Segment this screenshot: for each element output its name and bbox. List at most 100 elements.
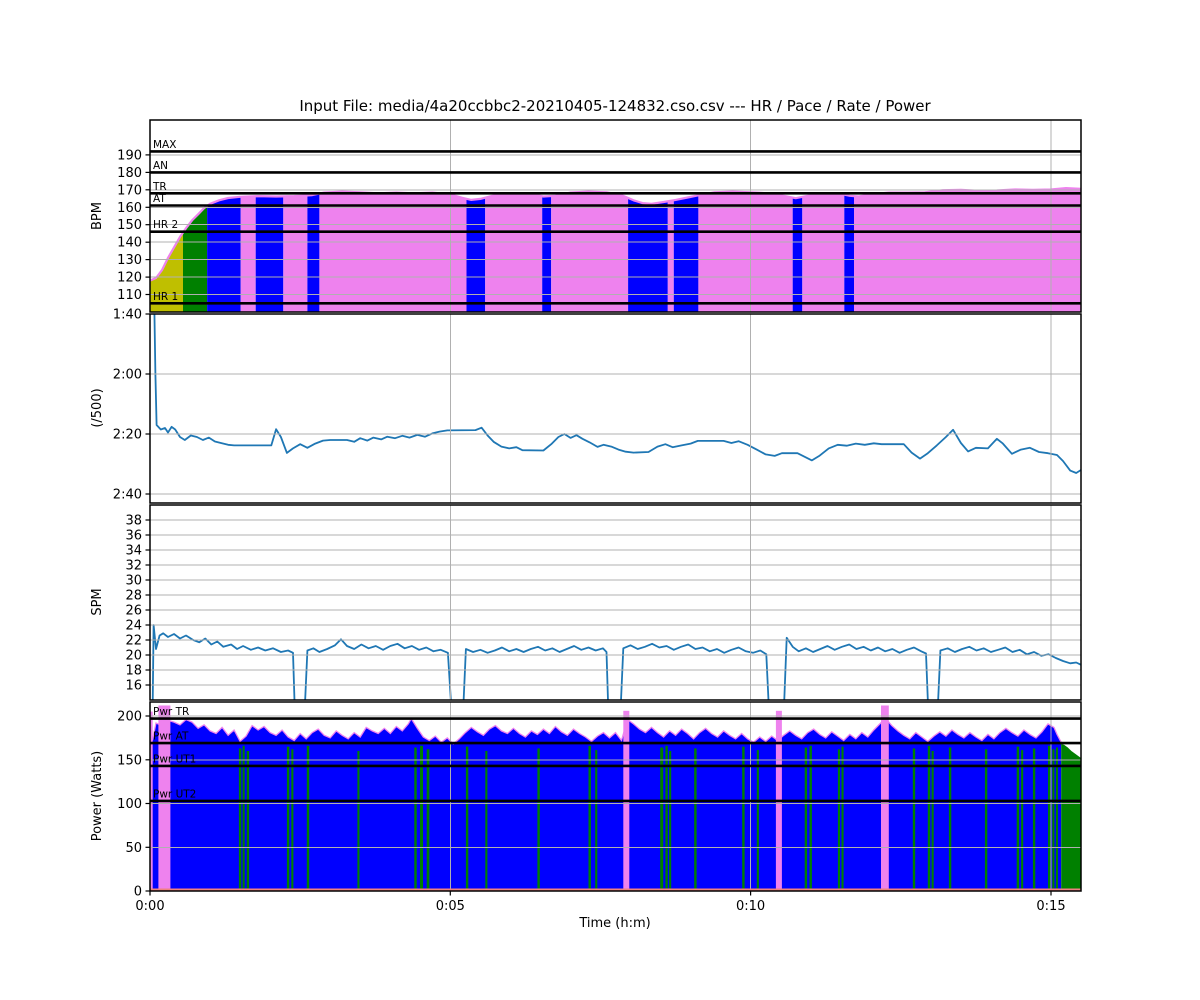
x-axis: 0:00 0:05 0:10 0:15: [135, 891, 1066, 914]
power-axis-label: Power (Watts): [90, 751, 105, 842]
hr-zone-segment-blue: [673, 195, 699, 312]
power-zone-label: Pwr UT2: [153, 788, 196, 800]
power-green-stripe: [242, 745, 245, 891]
power-green-stripe: [1055, 747, 1058, 891]
power-green-stripe: [1052, 749, 1055, 891]
rate-y-tick-label: 32: [125, 559, 142, 574]
x-tick-label: 0:00: [135, 899, 164, 914]
power-area-blue: [152, 718, 1062, 891]
pace-y-tick-label: 2:00: [113, 368, 142, 383]
hr-y-tick-label: 130: [117, 253, 142, 268]
power-green-stripe: [1021, 750, 1024, 891]
power-green-stripe: [837, 749, 840, 891]
power-green-stripe: [1016, 746, 1020, 891]
power-green-stripe: [912, 748, 916, 891]
hr-zone-segment-blue: [628, 197, 668, 312]
rate-series-line: [151, 624, 1081, 700]
pace-axis-label: (/500): [90, 388, 105, 427]
power-green-stripe: [537, 748, 540, 891]
power-green-stripe: [984, 749, 988, 891]
power-y-tick-label: 150: [117, 753, 142, 768]
power-green-stripe: [1032, 748, 1036, 891]
panel-power: Pwr TR Pwr AT Pwr UT1 Pwr UT2 200 150 100 50 0: [117, 701, 1082, 900]
hr-zone-segment-blue: [255, 196, 284, 312]
pace-series-line: [153, 314, 1081, 474]
hr-zone-label: HR 2: [153, 219, 178, 231]
power-green-stripe: [841, 746, 844, 891]
power-profile-line: [151, 717, 1062, 745]
power-green-stripe: [665, 745, 668, 891]
power-plot-area: [150, 705, 1081, 891]
hr-zone-segment-violet: [698, 191, 793, 312]
power-green-stripe: [948, 747, 952, 891]
rate-axis-label: SPM: [90, 588, 105, 615]
rate-gridlines: [150, 505, 1081, 700]
hr-zone-segment-violet: [551, 191, 629, 312]
chart-title: Input File: media/4a20ccbbc2-20210405-12…: [299, 97, 931, 115]
hr-zone-segment-blue: [466, 197, 486, 312]
hr-y-tick-label: 180: [117, 166, 142, 181]
x-tick-label: 0:15: [1036, 899, 1065, 914]
hr-zone-segment-violet: [802, 193, 845, 312]
rate-y-tick-label: 20: [125, 649, 142, 664]
hr-zone-segment-violet: [854, 188, 1081, 312]
hr-y-tick-label: 160: [117, 201, 142, 216]
hr-y-tick-label: 120: [117, 271, 142, 286]
hr-y-tick-label: 190: [117, 148, 142, 163]
power-green-stripe: [485, 751, 488, 891]
rate-y-tick-label: 24: [125, 619, 142, 634]
power-green-stripe: [742, 746, 745, 891]
power-green-stripe: [931, 751, 934, 891]
hr-zone-segment-violet: [240, 196, 256, 312]
power-green-stripe: [588, 745, 591, 891]
hr-zone-segment-blue: [207, 196, 241, 312]
hr-zone-segment-blue: [307, 193, 320, 312]
power-zone-label: Pwr AT: [153, 731, 189, 743]
power-y-tick-label: 200: [117, 710, 142, 725]
power-green-stripe: [927, 745, 931, 891]
power-end-block: [1061, 744, 1081, 891]
rate-y-tick-label: 22: [125, 634, 142, 649]
hr-y-tick-label: 110: [117, 288, 142, 303]
hr-zone-segment-violet: [319, 191, 467, 312]
pace-y-tick-label: 2:40: [113, 488, 142, 503]
rate-y-tick-label: 16: [125, 679, 142, 694]
hr-gridlines: [150, 120, 1081, 312]
power-zone-label: Pwr TR: [153, 706, 189, 718]
power-green-stripe: [465, 746, 469, 891]
hr-zone-segment-blue: [542, 196, 552, 312]
rate-y-tick-label: 28: [125, 589, 142, 604]
power-green-stripe: [809, 745, 812, 891]
power-green-stripe: [804, 747, 808, 891]
pace-y-tick-label: 1:40: [113, 308, 142, 323]
rate-plot-area: [151, 624, 1081, 700]
x-tick-label: 0:10: [736, 899, 765, 914]
panel-pace: 1:40 2:00 2:20 2:40: [113, 308, 1082, 504]
power-border: [149, 701, 1082, 892]
power-green-stripe: [694, 748, 697, 891]
power-green-stripe: [306, 745, 310, 891]
hr-zone-segment-blue: [792, 196, 803, 312]
rate-border: [149, 504, 1082, 701]
power-green-stripe: [238, 748, 242, 891]
power-green-stripe: [414, 747, 417, 891]
rate-y-tick-label: 30: [125, 574, 142, 589]
power-green-stripe: [595, 750, 598, 891]
rate-y-tick-label: 34: [125, 544, 142, 559]
hr-zone-segment-violet: [667, 200, 674, 312]
power-green-stripe: [246, 751, 250, 891]
hr-zone-label: TR: [152, 181, 167, 193]
rate-y-tick-label: 36: [125, 529, 142, 544]
rate-y-tick-label: 38: [125, 514, 142, 529]
hr-y-tick-label: 140: [117, 236, 142, 251]
power-zone-label: Pwr UT1: [153, 753, 196, 765]
pace-border: [149, 313, 1082, 504]
rate-y-tick-label: 18: [125, 664, 142, 679]
power-pink-stripe: [158, 705, 171, 891]
power-green-stripe: [756, 750, 759, 891]
pace-plot-area: [153, 314, 1081, 474]
